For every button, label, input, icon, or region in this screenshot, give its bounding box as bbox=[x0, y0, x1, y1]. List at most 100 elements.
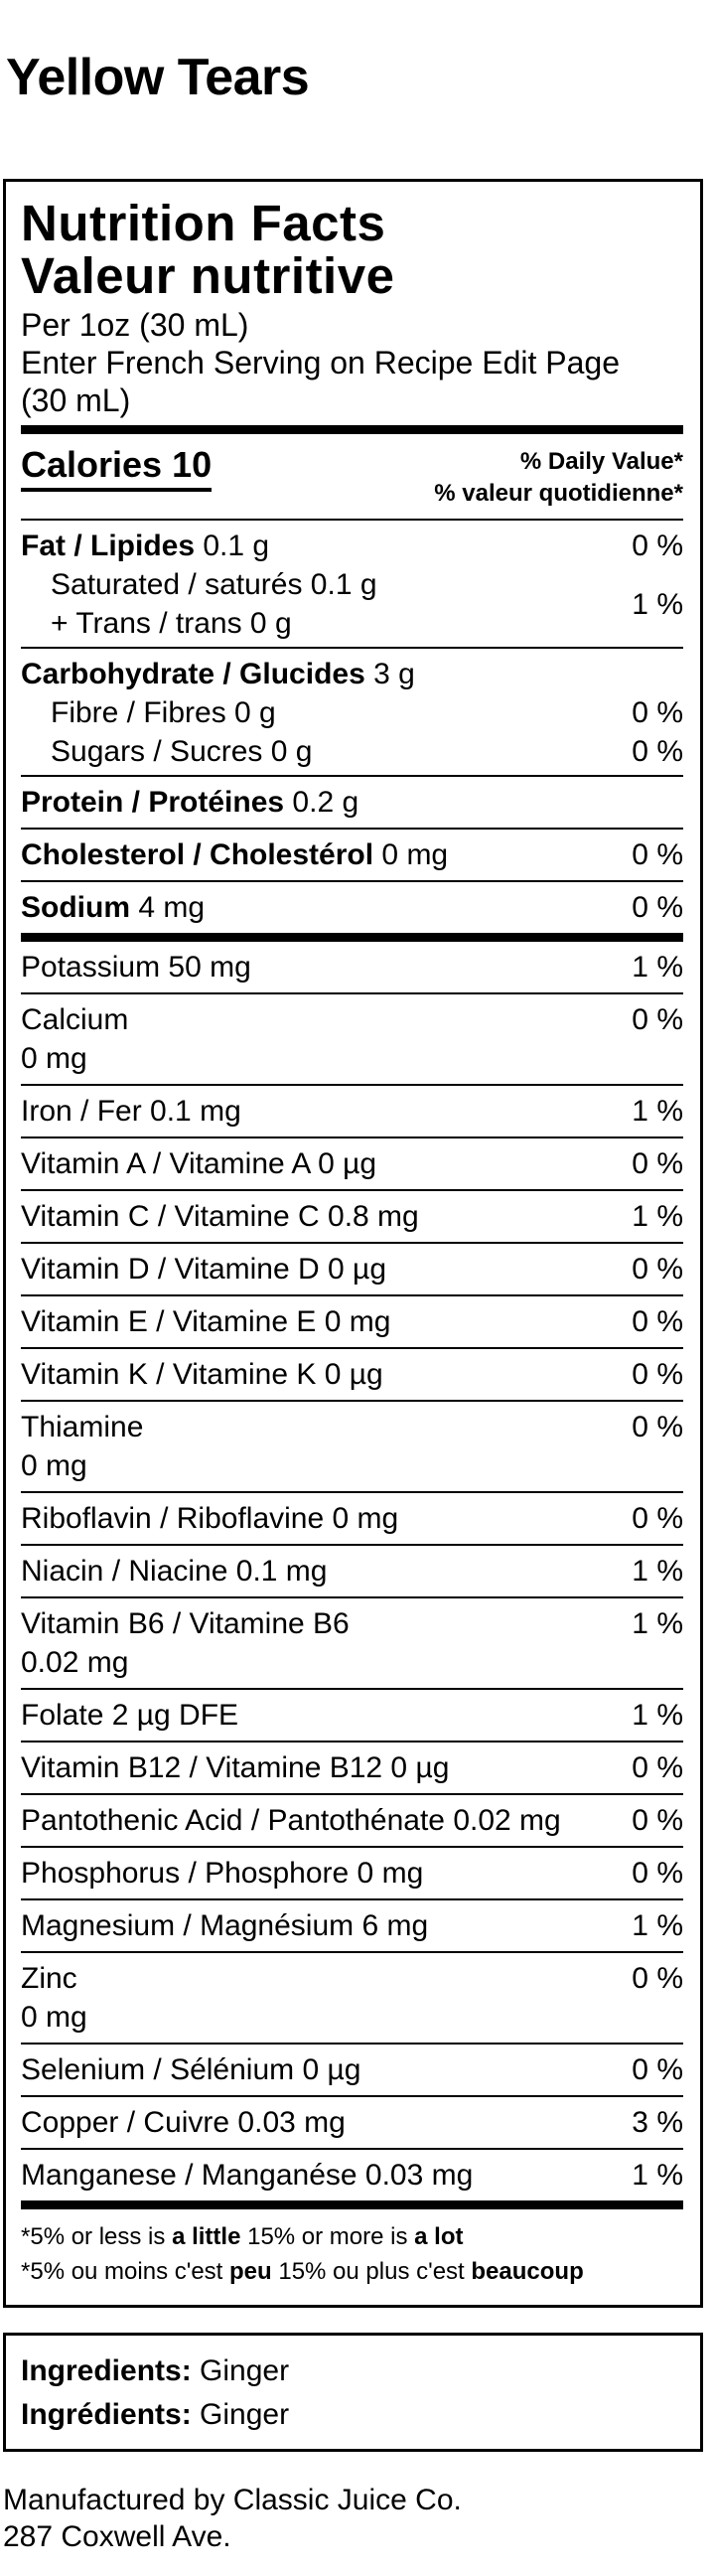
manufacturer-info: Manufactured by Classic Juice Co. 287 Co… bbox=[3, 2482, 462, 2555]
micronutrient-amount-line: 0 mg bbox=[21, 2001, 87, 2034]
divider bbox=[21, 1544, 683, 1546]
divider bbox=[21, 2148, 683, 2150]
micronutrient-pct: 0 % bbox=[632, 1502, 683, 1535]
ingredients-en: Ingredients: Ginger bbox=[21, 2354, 290, 2387]
title-fr: Valeur nutritive bbox=[21, 247, 395, 304]
cholesterol-name: Cholesterol / Cholestérol bbox=[21, 838, 374, 871]
serving-line-2: Enter French Serving on Recipe Edit Page bbox=[21, 345, 620, 380]
cholesterol-amount: 0 mg bbox=[381, 838, 449, 871]
product-title: Yellow Tears bbox=[6, 49, 310, 106]
micronutrient-name-line: Vitamin E / Vitamine E 0 mg bbox=[21, 1305, 391, 1338]
fibre-label: Fibre / Fibres 0 g bbox=[51, 696, 276, 729]
micronutrient-pct: 1 % bbox=[632, 1607, 683, 1640]
micronutrient-row: Vitamin E / Vitamine E 0 mg 0 % bbox=[21, 1296, 683, 1347]
divider bbox=[21, 1596, 683, 1598]
micronutrient-pct: 1 % bbox=[632, 1555, 683, 1588]
sugars-label: Sugars / Sucres 0 g bbox=[51, 735, 313, 768]
micronutrient-pct: 3 % bbox=[632, 2106, 683, 2139]
micronutrient-name: Selenium / Sélénium 0 µg bbox=[21, 2050, 360, 2089]
micronutrient-name-line: Vitamin B6 / Vitamine B6 bbox=[21, 1607, 350, 1640]
manufacturer-line-2: 287 Coxwell Ave. bbox=[3, 2520, 231, 2553]
divider bbox=[21, 2095, 683, 2097]
micronutrient-name: Copper / Cuivre 0.03 mg bbox=[21, 2103, 346, 2142]
micronutrient-pct: 0 % bbox=[632, 1804, 683, 1837]
micronutrient-pct: 0 % bbox=[632, 1358, 683, 1391]
micronutrient-name: Vitamin B6 / Vitamine B6 0.02 mg bbox=[21, 1604, 350, 1682]
micronutrient-row: Calcium 0 mg 0 % bbox=[21, 994, 683, 1084]
micronutrient-name-line: Vitamin D / Vitamine D 0 µg bbox=[21, 1253, 386, 1286]
micronutrient-name: Vitamin C / Vitamine C 0.8 mg bbox=[21, 1197, 419, 1236]
carb-group: Carbohydrate / Glucides 3 g Fibre / Fibr… bbox=[21, 649, 683, 775]
divider bbox=[21, 1347, 683, 1349]
micronutrient-name: Pantothenic Acid / Pantothénate 0.02 mg bbox=[21, 1801, 561, 1840]
divider bbox=[21, 1242, 683, 1244]
micronutrient-row: Selenium / Sélénium 0 µg 0 % bbox=[21, 2045, 683, 2095]
micronutrient-pct: 0 % bbox=[632, 1962, 683, 1995]
dv-header-en: % Daily Value* bbox=[519, 448, 683, 475]
divider bbox=[21, 1491, 683, 1493]
micronutrient-list: Potassium 50 mg 1 % Calcium 0 mg 0 % Iron / F… bbox=[21, 942, 683, 2200]
micronutrient-name: Magnesium / Magnésium 6 mg bbox=[21, 1906, 428, 1945]
ingredients-box: Ingredients: Ginger Ingrédients: Ginger bbox=[3, 2333, 703, 2452]
fat-row: Fat / Lipides 0.1 g 0 % bbox=[21, 527, 683, 565]
divider bbox=[21, 647, 683, 649]
micronutrient-name-line: Potassium 50 mg bbox=[21, 951, 251, 984]
divider bbox=[21, 1189, 683, 1191]
micronutrient-pct: 1 % bbox=[632, 951, 683, 984]
divider bbox=[21, 775, 683, 777]
micronutrient-name-line: Manganese / Manganése 0.03 mg bbox=[21, 2159, 474, 2192]
fat-group: Fat / Lipides 0.1 g 0 % Saturated / satu… bbox=[21, 521, 683, 647]
sat-trans-pct: 1 % bbox=[632, 588, 683, 621]
micronutrient-pct: 0 % bbox=[632, 1305, 683, 1338]
micronutrient-row: Manganese / Manganése 0.03 mg 1 % bbox=[21, 2150, 683, 2200]
micronutrient-name-line: Calcium bbox=[21, 1003, 129, 1036]
ingredients-fr: Ingrédients: Ginger bbox=[21, 2398, 290, 2431]
footnote: *5% or less is a little 15% or more is a… bbox=[21, 2209, 683, 2289]
daily-value-header: % Daily Value* % valeur quotidienne* bbox=[434, 446, 683, 510]
micronutrient-name-line: Folate 2 µg DFE bbox=[21, 1699, 239, 1732]
serving-line-1: Per 1oz (30 mL) bbox=[21, 307, 249, 343]
trans-label: + Trans / trans 0 g bbox=[51, 607, 292, 640]
thick-divider bbox=[21, 933, 683, 942]
micronutrient-name: Calcium 0 mg bbox=[21, 1000, 128, 1078]
micronutrient-pct: 0 % bbox=[632, 1857, 683, 1890]
micronutrient-name: Vitamin D / Vitamine D 0 µg bbox=[21, 1250, 386, 1288]
micronutrient-row: Zinc 0 mg 0 % bbox=[21, 1953, 683, 2043]
micronutrient-name-line: Vitamin K / Vitamine K 0 µg bbox=[21, 1358, 383, 1391]
micronutrient-row: Vitamin B12 / Vitamine B12 0 µg 0 % bbox=[21, 1743, 683, 1793]
carb-amount: 3 g bbox=[373, 658, 415, 690]
micronutrient-name: Vitamin K / Vitamine K 0 µg bbox=[21, 1355, 383, 1394]
micronutrient-name-line: Selenium / Sélénium 0 µg bbox=[21, 2053, 361, 2086]
cholesterol-pct: 0 % bbox=[632, 838, 683, 871]
footnote-fr: *5% ou moins c'est peu 15% ou plus c'est… bbox=[21, 2258, 584, 2285]
sodium-pct: 0 % bbox=[632, 891, 683, 924]
micronutrient-pct: 1 % bbox=[632, 1200, 683, 1233]
micronutrient-name: Manganese / Manganése 0.03 mg bbox=[21, 2156, 473, 2195]
micronutrient-pct: 0 % bbox=[632, 1253, 683, 1286]
divider bbox=[21, 519, 683, 521]
micronutrient-name: Riboflavin / Riboflavine 0 mg bbox=[21, 1499, 398, 1538]
carb-row: Carbohydrate / Glucides 3 g bbox=[21, 655, 683, 693]
micronutrient-name: Thiamine 0 mg bbox=[21, 1408, 143, 1485]
micronutrient-name-line: Copper / Cuivre 0.03 mg bbox=[21, 2106, 346, 2139]
micronutrient-name-line: Vitamin A / Vitamine A 0 µg bbox=[21, 1147, 377, 1180]
thick-divider bbox=[21, 2200, 683, 2209]
micronutrient-name-line: Thiamine bbox=[21, 1411, 144, 1443]
protein-name: Protein / Protéines bbox=[21, 786, 285, 819]
micronutrient-name: Potassium 50 mg bbox=[21, 948, 251, 986]
micronutrient-name: Vitamin E / Vitamine E 0 mg bbox=[21, 1302, 390, 1341]
micronutrient-pct: 0 % bbox=[632, 1003, 683, 1036]
fibre-row: Fibre / Fibres 0 g 0 % bbox=[21, 693, 683, 732]
nutrition-facts-panel: Nutrition Facts Valeur nutritive Per 1oz… bbox=[3, 179, 703, 2308]
sugars-pct: 0 % bbox=[632, 735, 683, 768]
micronutrient-row: Vitamin D / Vitamine D 0 µg 0 % bbox=[21, 1244, 683, 1294]
thick-divider bbox=[21, 425, 683, 434]
micronutrient-pct: 0 % bbox=[632, 1411, 683, 1443]
micronutrient-name: Phosphorus / Phosphore 0 mg bbox=[21, 1854, 423, 1893]
protein-row: Protein / Protéines 0.2 g bbox=[21, 777, 683, 828]
micronutrient-pct: 1 % bbox=[632, 1909, 683, 1942]
micronutrient-name: Folate 2 µg DFE bbox=[21, 1696, 238, 1735]
micronutrient-name-line: Vitamin B12 / Vitamine B12 0 µg bbox=[21, 1751, 450, 1784]
divider bbox=[21, 1400, 683, 1402]
micronutrient-name-line: Pantothenic Acid / Pantothénate 0.02 mg bbox=[21, 1804, 561, 1837]
